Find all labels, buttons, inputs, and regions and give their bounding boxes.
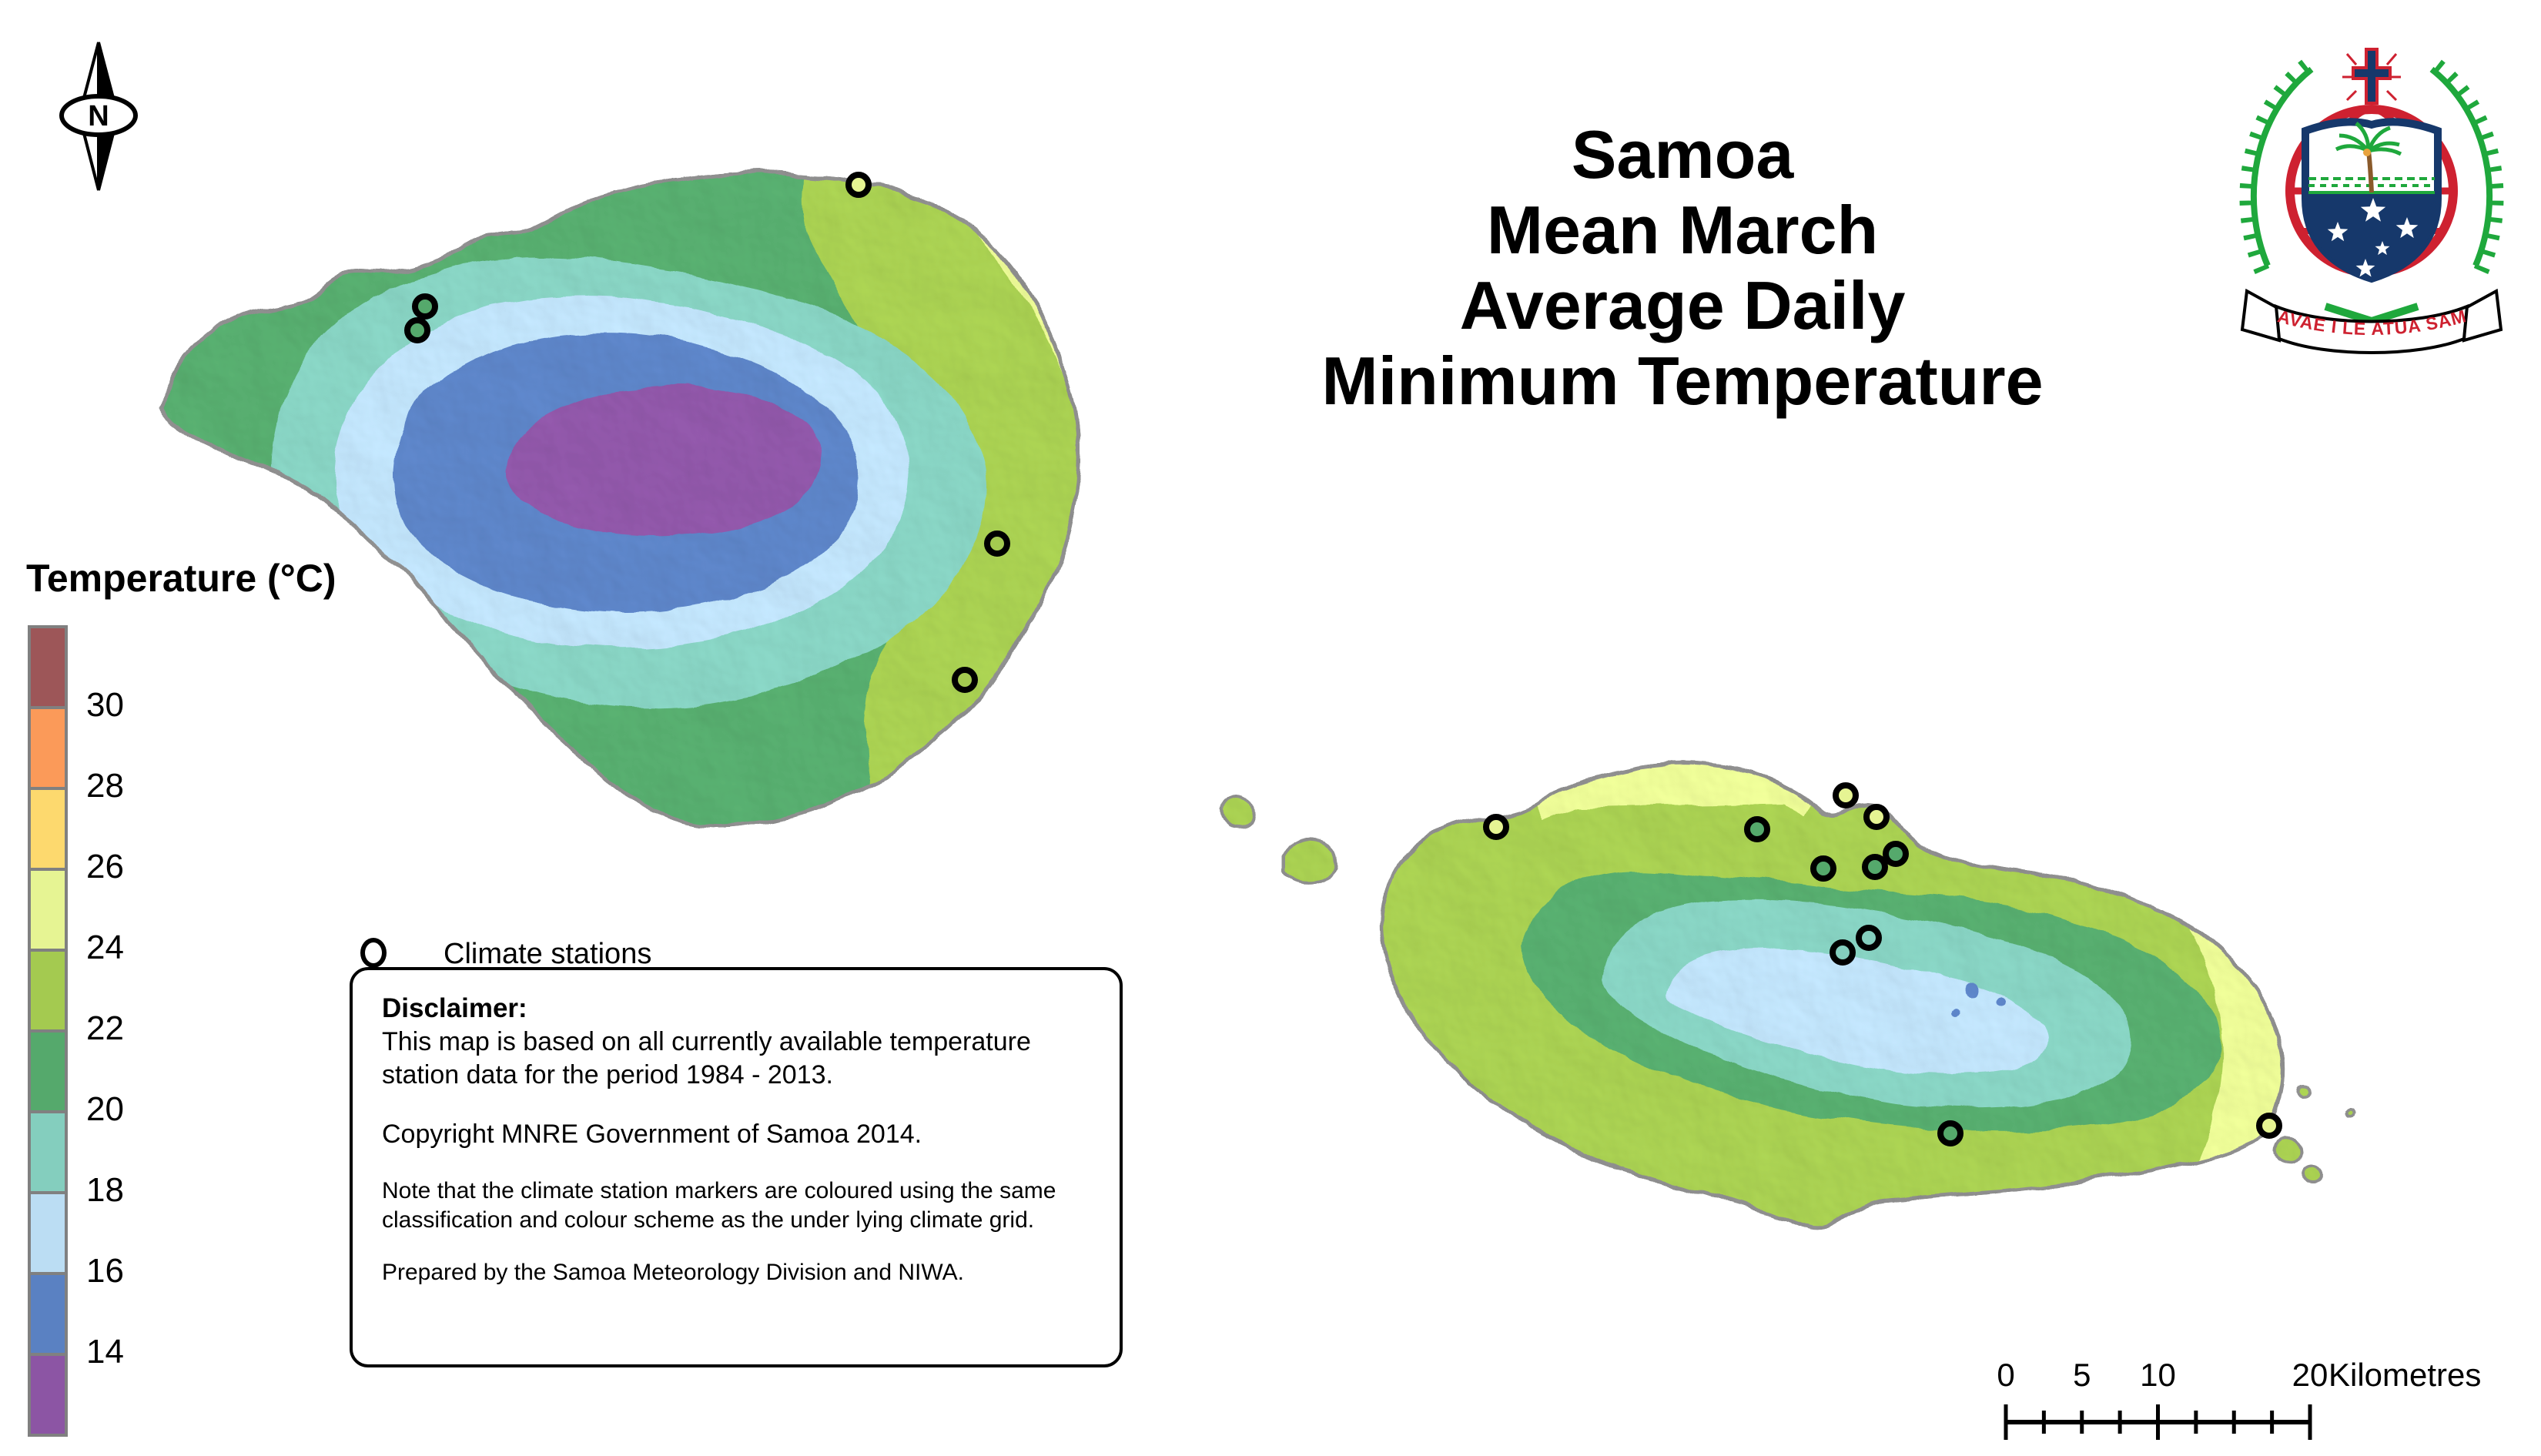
disclaimer-paragraph: Prepared by the Samoa Meteorology Divisi… [382,1260,964,1286]
savaii-band-below-14 [508,386,823,537]
legend-boundary-label: 28 [86,767,124,805]
legend-swatch [31,1275,65,1356]
disclaimer-paragraph: Copyright MNRE Government of Samoa 2014. [382,1119,922,1149]
climate-stations-layer [404,172,2282,1146]
legend-swatch [31,628,65,709]
islets [1221,796,2355,1187]
legend-boundary-label: 30 [86,686,124,724]
legend-boundary-label: 24 [86,929,124,966]
legend-swatch [31,1356,65,1434]
star-icon [2375,241,2390,256]
climate-station-marker [1744,816,1770,842]
legend-swatch [31,790,65,871]
star-icon [2395,217,2419,239]
map-title-line: Minimum Temperature [1321,343,2044,419]
north-arrow-letter: N [88,100,109,132]
legend-boundary-label: 22 [86,1009,124,1047]
scale-bar-label: 5 [2073,1357,2091,1393]
manono-islet [1283,836,1336,884]
legend-boundary-label: 20 [86,1090,124,1128]
legend-swatch [31,1033,65,1113]
upolu-band-14-16-speck [1996,998,2005,1007]
stations-legend-label: Climate stations [444,938,652,970]
disclaimer-paragraphs: This map is based on all currently avail… [382,1026,1090,1287]
star-icon [2327,222,2348,242]
legend-swatch [31,1194,65,1275]
upolu-band-16-18 [1663,949,2050,1074]
disclaimer-paragraph: This map is based on all currently avail… [382,1027,1031,1089]
climate-station-marker [1810,855,1836,882]
climate-station-marker [2256,1113,2282,1139]
legend-boundary-label: 14 [86,1333,124,1371]
station-marker-icon [360,938,387,968]
legend-boundary-labels: 30 28 26 24 22 20 18 16 14 [86,625,194,1456]
east-islet [2274,1137,2303,1166]
map-title-line: Mean March [1486,192,1879,268]
climate-station-marker [845,172,872,198]
climate-station-marker [412,293,438,320]
star-icon [2360,198,2386,222]
climate-station-marker [952,667,978,693]
upolu-band-14-16-speck [1952,1005,1960,1013]
scale-bar-label: 0 [1997,1357,2014,1393]
legend-swatch [31,709,65,790]
climate-station-marker [1830,939,1856,966]
legend-swatch [31,871,65,952]
upolu-band-14-16-speck [1965,983,1977,996]
legend-title: Temperature (°C) [26,557,336,600]
east-islet [2302,1166,2322,1187]
disclaimer-paragraph: Note that the climate station markers ar… [382,1178,1056,1233]
cross-icon [2342,48,2401,105]
climate-station-marker [1483,814,1509,840]
map-title: Samoa Mean March Average Daily Minimum T… [1278,117,2087,419]
legend-boundary-label: 18 [86,1171,124,1209]
climate-station-marker [1883,841,1909,867]
climate-station-marker [1862,854,1888,880]
scale-bar-unit: Kilometres [2328,1357,2481,1393]
savaii-island [158,139,1201,862]
palm-tree-icon [2335,122,2402,193]
climate-station-marker [404,317,430,343]
map-title-line: Average Daily [1459,267,1906,343]
legend-swatch [31,952,65,1033]
scale-bar-label: 10 [2140,1357,2176,1393]
upolu-island [1381,764,2318,1229]
east-islet [2298,1086,2312,1100]
emblem-shield [2302,118,2442,283]
scale-bar-labels: 0 5 10 20 [1997,1357,2328,1393]
climate-station-marker [1833,782,1859,808]
legend-color-bar [28,625,68,1437]
north-arrow-icon: N [59,42,138,191]
disclaimer-heading: Disclaimer: [382,993,527,1023]
east-islet [2345,1108,2355,1119]
legend-boundary-label: 16 [86,1252,124,1290]
scale-bar-ticks [2004,1404,2312,1440]
savaii-band-22-24 [803,173,1080,827]
legend-swatch [31,1113,65,1194]
climate-station-marker [1856,925,1882,951]
apolima-islet [1221,796,1255,830]
disclaimer-box: Disclaimer: This map is based on all cur… [350,967,1123,1367]
scale-bar-label: 20 [2292,1357,2328,1393]
scale-bar: 0 5 10 20 Kilometres [1997,1357,2481,1440]
star-icon [2355,259,2375,277]
legend-boundary-label: 26 [86,848,124,885]
climate-station-marker [1863,804,1890,830]
climate-station-marker [1937,1120,1964,1146]
upolu-band-24-26-north [1530,763,1819,820]
climate-station-marker [984,531,1010,557]
map-title-line: Samoa [1571,116,1794,192]
